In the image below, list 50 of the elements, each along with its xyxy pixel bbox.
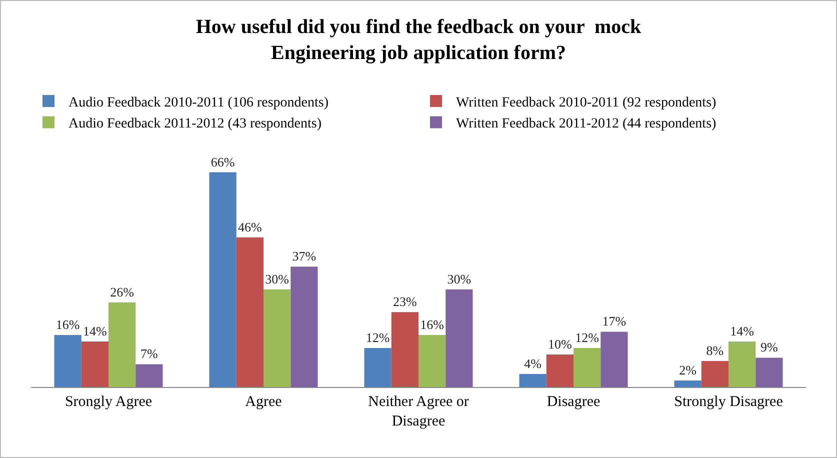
- bar: [391, 312, 418, 387]
- bar: [108, 302, 136, 387]
- bar: [446, 289, 473, 387]
- data-label: 7%: [140, 346, 158, 362]
- bar: [546, 354, 574, 387]
- bar: [264, 289, 291, 387]
- bar: [54, 334, 82, 387]
- chart-title: How useful did you find the feedback on your mock Engineering job application form?: [196, 16, 642, 64]
- bar: [290, 266, 318, 387]
- bar: [574, 348, 601, 387]
- x-tick-label: Neither Agree or Disagree: [368, 394, 469, 430]
- legend-label: Audio Feedback 2010-2011 (106 respondents): [68, 95, 329, 110]
- x-tick-label: Strongly Disagree: [674, 394, 784, 410]
- data-label: 8%: [706, 342, 724, 358]
- data-label: 4%: [524, 356, 542, 371]
- bar: [364, 348, 392, 387]
- data-label: 10%: [548, 336, 572, 352]
- data-label: 30%: [447, 271, 472, 286]
- data-label: 37%: [292, 248, 316, 264]
- legend-label: Audio Feedback 2011-2012 (43 respondents): [68, 116, 322, 132]
- data-label: 16%: [56, 316, 80, 332]
- data-label: 12%: [366, 330, 390, 345]
- bar: [728, 341, 756, 387]
- data-label: 17%: [602, 314, 626, 329]
- x-tick-label: Agree: [245, 394, 282, 410]
- data-label: 12%: [575, 330, 600, 345]
- x-tick-label: Disagree: [546, 394, 600, 410]
- legend-label: Written Feedback 2011-2012 (44 respondents): [456, 116, 717, 132]
- bar: [519, 374, 546, 387]
- data-label: 66%: [210, 154, 235, 170]
- data-label: 26%: [110, 284, 134, 300]
- bar: [701, 360, 728, 387]
- bar: [209, 172, 236, 387]
- data-label: 9%: [760, 340, 778, 355]
- data-label: 30%: [265, 271, 290, 286]
- bar: [81, 341, 108, 387]
- bar: [136, 364, 163, 387]
- bar: [418, 334, 446, 387]
- data-label: 23%: [392, 294, 417, 310]
- data-label: 16%: [420, 316, 444, 332]
- x-tick-label: Srongly Agree: [64, 394, 152, 410]
- data-label: 14%: [730, 323, 754, 338]
- data-label: 14%: [82, 323, 107, 338]
- bar: [674, 380, 702, 387]
- data-label: 2%: [679, 362, 697, 378]
- bar: [756, 358, 783, 387]
- legend-label: Written Feedback 2010-2011 (92 respondents): [456, 95, 717, 110]
- bar: [236, 237, 264, 387]
- data-label: 46%: [238, 219, 262, 234]
- bar: [600, 332, 628, 387]
